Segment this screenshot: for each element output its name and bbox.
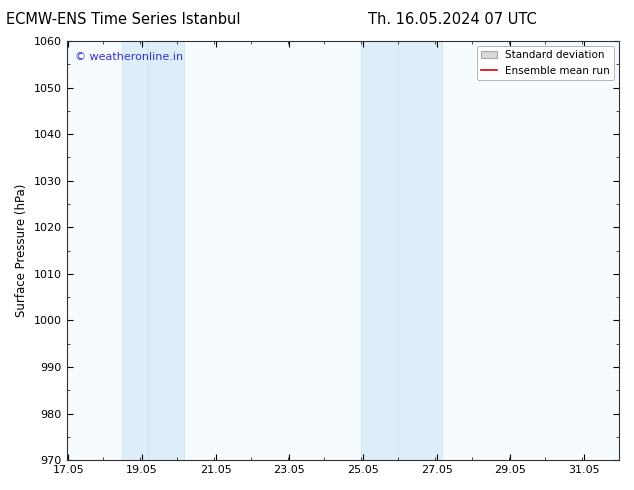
Y-axis label: Surface Pressure (hPa): Surface Pressure (hPa) bbox=[15, 184, 28, 318]
Text: © weatheronline.in: © weatheronline.in bbox=[75, 51, 183, 62]
Text: ECMW-ENS Time Series Istanbul: ECMW-ENS Time Series Istanbul bbox=[6, 12, 241, 27]
Bar bbox=[398, 41, 442, 460]
Bar bbox=[122, 41, 148, 460]
Bar bbox=[148, 41, 184, 460]
Legend: Standard deviation, Ensemble mean run: Standard deviation, Ensemble mean run bbox=[477, 46, 614, 80]
Text: Th. 16.05.2024 07 UTC: Th. 16.05.2024 07 UTC bbox=[368, 12, 536, 27]
Bar bbox=[361, 41, 398, 460]
